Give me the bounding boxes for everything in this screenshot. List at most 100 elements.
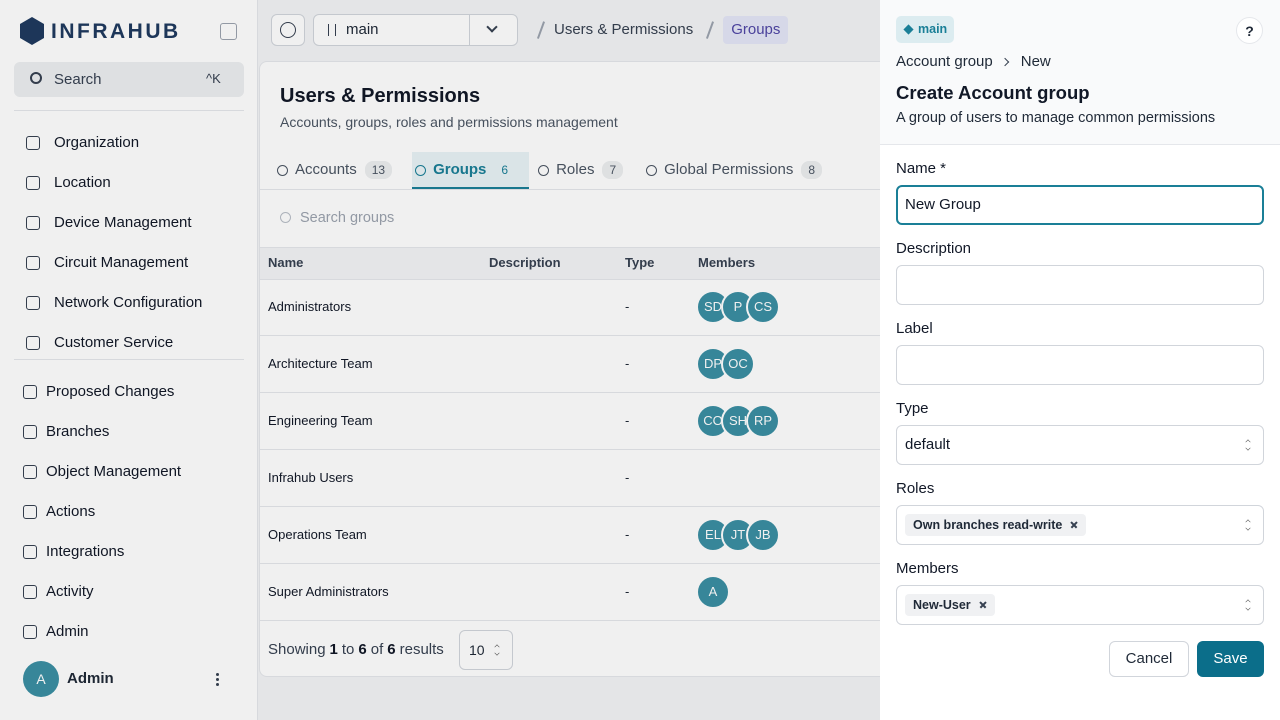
chevron-up xyxy=(1245,519,1251,525)
overlay xyxy=(0,0,880,720)
member-initials: A xyxy=(708,584,718,599)
icon xyxy=(26,336,40,350)
divider xyxy=(14,359,244,360)
icon xyxy=(23,545,37,559)
tab-count: 6 xyxy=(501,163,509,177)
pagination-part: to xyxy=(341,641,355,658)
nav-item[interactable]: Integrations xyxy=(46,543,125,560)
nav-item[interactable]: Proposed Changes xyxy=(46,383,175,400)
nav-item[interactable]: Device Management xyxy=(54,214,192,231)
nav-item[interactable]: Network Configuration xyxy=(54,294,203,311)
branch-icon xyxy=(328,24,336,36)
nav-item[interactable]: Activity xyxy=(46,583,94,600)
pagination-part: 1 xyxy=(329,641,338,658)
group-name[interactable]: Super Administrators xyxy=(268,584,389,599)
chevron-icon xyxy=(1244,438,1252,452)
collapse-button[interactable] xyxy=(220,23,237,40)
icon xyxy=(23,425,37,439)
group-name[interactable]: Engineering Team xyxy=(268,413,373,428)
search-input[interactable]: Search groups xyxy=(300,210,395,226)
badge-text: main xyxy=(918,22,948,36)
icon xyxy=(26,176,40,190)
tab[interactable]: Roles 7 xyxy=(535,152,637,189)
pagination-part: 6 xyxy=(358,641,367,658)
nav-item[interactable]: Customer Service xyxy=(54,334,174,351)
field-label: Name * xyxy=(896,160,947,177)
nav-item[interactable]: Branches xyxy=(46,423,110,440)
icon xyxy=(23,625,37,639)
user-avatar[interactable]: A xyxy=(23,661,59,697)
save-button[interactable]: Save xyxy=(1197,641,1264,677)
tag[interactable]: Own branches read-write xyxy=(905,514,1087,536)
breadcrumb-item: Account group xyxy=(896,53,993,70)
icon xyxy=(23,505,37,519)
tab-label: Accounts xyxy=(295,161,357,178)
menu-dot[interactable] xyxy=(216,678,219,681)
row-divider xyxy=(260,563,940,564)
group-type: - xyxy=(625,356,630,371)
breadcrumb-item[interactable]: Groups xyxy=(723,16,789,44)
field-input[interactable]: New Group xyxy=(896,185,1264,225)
chevron-down xyxy=(1245,605,1251,611)
icon xyxy=(26,136,40,150)
nav-item[interactable]: Actions xyxy=(46,503,96,520)
icon xyxy=(277,164,288,176)
field-input[interactable]: New-User xyxy=(896,585,1264,625)
main: main Users & Permissions Groups Users & Per… xyxy=(258,0,1280,720)
button-label: Save xyxy=(1213,650,1248,667)
member-initials: CO xyxy=(703,413,723,428)
nav-item[interactable]: Organization xyxy=(54,134,140,151)
row-divider xyxy=(260,449,940,450)
nav-item[interactable]: Circuit Management xyxy=(54,254,189,271)
nav-item[interactable]: Admin xyxy=(46,623,89,640)
group-name[interactable]: Administrators xyxy=(268,299,352,314)
branch-select[interactable]: main xyxy=(313,14,518,46)
tab[interactable]: Groups 6 xyxy=(412,152,530,189)
page-size-select[interactable]: 10 xyxy=(459,630,513,670)
badge-icon xyxy=(903,24,914,35)
help-button[interactable]: ? xyxy=(1236,17,1263,44)
tab-label: Global Permissions xyxy=(664,161,794,178)
tab-label: Roles xyxy=(556,161,595,178)
field-value: default xyxy=(905,436,951,453)
field-input[interactable]: Own branches read-write xyxy=(896,505,1264,545)
member-initials: JB xyxy=(755,527,771,542)
icon xyxy=(23,585,37,599)
search-label: Search xyxy=(54,71,102,88)
menu-dot[interactable] xyxy=(216,683,219,686)
icon xyxy=(415,164,427,176)
tab-count: 8 xyxy=(801,161,823,179)
content-card: Users & Permissions Accounts, groups, rol… xyxy=(259,61,940,677)
tab[interactable]: Global Permissions 8 xyxy=(643,152,836,189)
divider xyxy=(260,189,940,190)
menu-dot[interactable] xyxy=(216,673,219,676)
row-divider xyxy=(260,335,940,336)
page-size: 10 xyxy=(469,642,485,658)
field-label: Members xyxy=(896,560,959,577)
tag[interactable]: New-User xyxy=(905,594,995,616)
group-name[interactable]: Architecture Team xyxy=(268,356,373,371)
search-box[interactable]: Search ^K xyxy=(14,62,244,97)
group-type: - xyxy=(625,413,630,428)
avatar-initial: A xyxy=(36,671,46,687)
group-type: - xyxy=(625,527,630,542)
group-name[interactable]: Infrahub Users xyxy=(268,470,354,485)
search-icon xyxy=(280,212,291,223)
pagination-part: 6 xyxy=(387,641,396,658)
nav-item[interactable]: Object Management xyxy=(46,463,182,480)
group-type: - xyxy=(625,470,630,485)
group-type: - xyxy=(625,299,630,314)
cancel-button[interactable]: Cancel xyxy=(1109,641,1189,677)
field-label: Type xyxy=(896,400,929,417)
icon xyxy=(23,465,37,479)
tab[interactable]: Accounts 13 xyxy=(274,152,406,189)
separator xyxy=(469,15,470,45)
nav-item[interactable]: Location xyxy=(54,174,111,191)
field-input[interactable]: default xyxy=(896,425,1264,465)
breadcrumb-item[interactable]: Users & Permissions xyxy=(554,21,694,38)
column-header: Type xyxy=(625,255,655,270)
member-initials: OC xyxy=(728,356,748,371)
group-name[interactable]: Operations Team xyxy=(268,527,367,542)
field-input[interactable] xyxy=(896,265,1264,305)
field-input[interactable] xyxy=(896,345,1264,385)
